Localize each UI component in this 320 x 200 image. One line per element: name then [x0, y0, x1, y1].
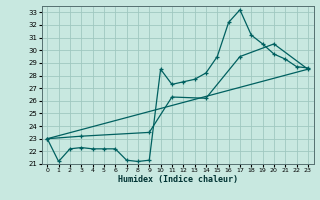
X-axis label: Humidex (Indice chaleur): Humidex (Indice chaleur): [118, 175, 237, 184]
